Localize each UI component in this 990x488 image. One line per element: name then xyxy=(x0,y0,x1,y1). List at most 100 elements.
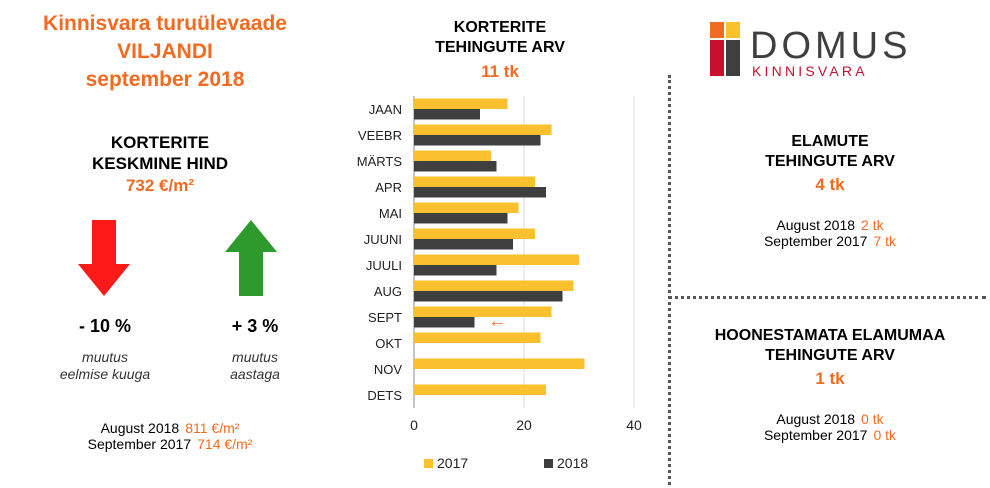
legend-swatch xyxy=(424,459,433,468)
houses-heading-line2: TEHINGUTE ARV xyxy=(765,153,895,170)
houses-comparison-row: September 2017 7 tk xyxy=(690,233,970,249)
land-value: 1 tk xyxy=(815,369,845,388)
bar-2018 xyxy=(414,291,563,302)
bar-2017 xyxy=(414,254,579,265)
bar-2017 xyxy=(414,280,574,291)
bar-2017 xyxy=(414,384,546,395)
price-value: 732 €/m² xyxy=(125,176,195,195)
arrow-down-icon xyxy=(78,220,130,296)
change-year-value: + 3 % xyxy=(231,316,279,336)
houses-block: ELAMUTE TEHINGUTE ARV 4 tk August 2018 2 … xyxy=(690,132,970,249)
change-year: + 3 % muutus aastaga xyxy=(190,316,320,383)
comparison-value: 0 tk xyxy=(861,411,884,427)
bar-2017 xyxy=(414,358,585,369)
report-title-line1: Kinnisvara turuülevaade xyxy=(43,12,287,35)
houses-heading-line1: ELAMUTE xyxy=(791,133,869,150)
highlight-arrow-icon: ← xyxy=(489,311,507,331)
comparison-label: September 2017 xyxy=(763,233,868,249)
bar-2017 xyxy=(414,306,552,317)
comparison-value: 0 tk xyxy=(873,427,897,443)
logo-word: DOMUS xyxy=(750,25,911,67)
category-label: VEEBR xyxy=(358,128,402,143)
category-label: MÄRTS xyxy=(357,154,403,169)
bar-2017 xyxy=(414,150,491,161)
change-year-label-line1: muutus xyxy=(232,349,278,365)
land-heading: HOONESTAMATA ELAMUMAA TEHINGUTE ARV xyxy=(680,326,980,366)
legend-label: 2018 xyxy=(557,455,588,471)
bar-2018 xyxy=(414,135,541,146)
chart-heading: KORTERITE TEHINGUTE ARV xyxy=(400,18,600,58)
land-comparison-row: September 2017 0 tk xyxy=(680,427,980,443)
comparison-label: August 2018 xyxy=(776,217,856,233)
houses-value: 4 tk xyxy=(815,175,845,194)
bar-2017 xyxy=(414,176,535,187)
land-comparison: August 2018 0 tk September 2017 0 tk xyxy=(680,411,980,443)
category-label: DETS xyxy=(367,388,402,403)
land-heading-line1: HOONESTAMATA ELAMUMAA xyxy=(714,327,946,344)
bar-2017 xyxy=(414,332,541,343)
comparison-label: September 2017 xyxy=(87,436,192,452)
legend-swatch xyxy=(544,459,553,468)
price-comparison-row: August 2018 811 €/m² xyxy=(60,420,280,436)
land-comparison-row: August 2018 0 tk xyxy=(680,411,980,427)
arrow-up-icon xyxy=(225,220,277,296)
comparison-value: 7 tk xyxy=(873,233,897,249)
land-heading-line2: TEHINGUTE ARV xyxy=(765,347,895,364)
change-year-label-line2: aastaga xyxy=(230,366,280,382)
report-title-line3: september 2018 xyxy=(85,68,245,91)
change-month: - 10 % muutus eelmise kuuga xyxy=(40,316,170,383)
comparison-label: August 2018 xyxy=(776,411,856,427)
houses-comparison-row: August 2018 2 tk xyxy=(690,217,970,233)
bar-2018 xyxy=(414,317,475,328)
legend-label: 2017 xyxy=(437,455,468,471)
change-month-value: - 10 % xyxy=(78,316,132,336)
x-tick-label: 40 xyxy=(626,417,642,433)
houses-comparison: August 2018 2 tk September 2017 7 tk xyxy=(690,217,970,249)
change-month-label: muutus eelmise kuuga xyxy=(40,349,170,383)
comparison-value: 2 tk xyxy=(861,217,884,233)
report-title-line2: VILJANDI xyxy=(117,40,213,63)
change-month-label-line2: eelmise kuuga xyxy=(59,366,151,382)
change-month-label-line1: muutus xyxy=(82,349,128,365)
chart-total: 11 tk xyxy=(481,62,519,81)
houses-heading: ELAMUTE TEHINGUTE ARV xyxy=(690,132,970,172)
logo-subword: KINNISVARA xyxy=(752,63,868,79)
category-label: NOV xyxy=(374,362,403,377)
x-tick-label: 20 xyxy=(516,417,532,433)
chart-heading-line2: TEHINGUTE ARV xyxy=(435,39,565,56)
comparison-value: 714 €/m² xyxy=(197,436,253,452)
report-title: Kinnisvara turuülevaade VILJANDI septemb… xyxy=(0,10,330,94)
bar-2018 xyxy=(414,161,497,172)
land-block: HOONESTAMATA ELAMUMAA TEHINGUTE ARV 1 tk… xyxy=(680,326,980,443)
category-label: JUULI xyxy=(366,258,402,273)
price-heading: KORTERITE KESKMINE HIND xyxy=(60,132,260,174)
category-label: SEPT xyxy=(368,310,402,325)
bar-2017 xyxy=(414,124,552,135)
apartment-transactions-chart: 0 20 40 JAAN VEEBR MÄRTS APR MAI JUUNI JUULI AUG SE… xyxy=(357,96,642,471)
bar-2018 xyxy=(414,109,480,120)
price-heading-line2: KESKMINE HIND xyxy=(91,154,228,173)
comparison-label: September 2017 xyxy=(763,427,868,443)
bar-2018 xyxy=(414,239,513,250)
comparison-value: 811 €/m² xyxy=(185,420,240,436)
bar-2018 xyxy=(414,265,497,276)
bar-2017 xyxy=(414,228,535,239)
category-label: APR xyxy=(375,180,402,195)
domus-logo: DOMUS KINNISVARA xyxy=(710,22,911,79)
bar-2018 xyxy=(414,213,508,224)
category-label: MAI xyxy=(379,206,402,221)
price-comparison: August 2018 811 €/m² September 2017 714 €/… xyxy=(60,420,280,452)
bar-2017 xyxy=(414,202,519,213)
horizontal-divider xyxy=(668,296,986,299)
x-tick-label: 0 xyxy=(410,417,418,433)
category-label: JAAN xyxy=(369,102,402,117)
category-label: OKT xyxy=(375,336,402,351)
vertical-divider xyxy=(668,75,671,485)
comparison-label: August 2018 xyxy=(100,420,180,436)
category-label: JUUNI xyxy=(364,232,402,247)
change-year-label: muutus aastaga xyxy=(190,349,320,383)
bar-2018 xyxy=(414,187,546,198)
price-heading-line1: KORTERITE xyxy=(110,133,210,152)
bar-2017 xyxy=(414,98,508,109)
price-comparison-row: September 2017 714 €/m² xyxy=(60,436,280,452)
